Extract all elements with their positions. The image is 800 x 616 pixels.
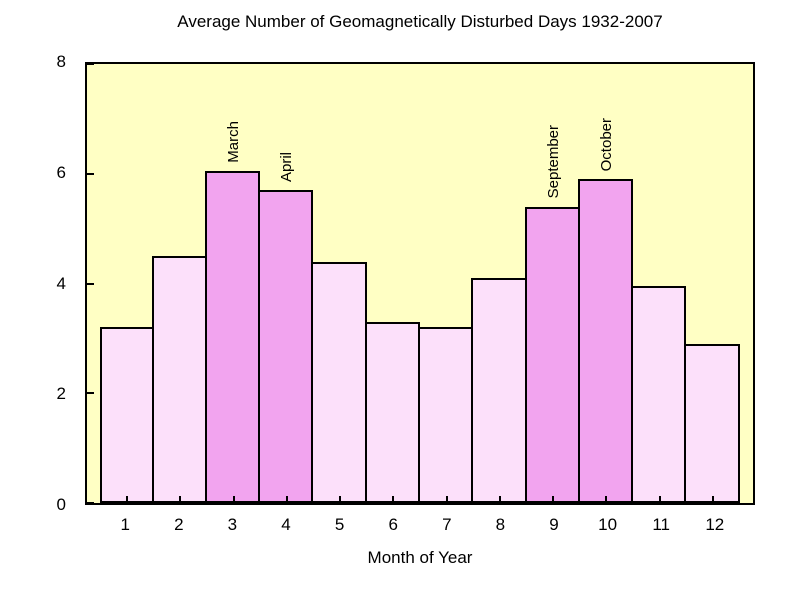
x-axis-title: Month of Year (367, 548, 473, 567)
bar-month-11 (631, 286, 687, 503)
bar-month-2 (151, 256, 207, 503)
y-tick-mark (87, 172, 94, 175)
y-tick-label-0: 0 (56, 495, 66, 514)
x-tick-label-9: 9 (549, 515, 559, 534)
x-tick-label-6: 6 (388, 515, 398, 534)
bar-annotation-text: March (225, 121, 243, 164)
x-tick-label-10: 10 (598, 515, 618, 534)
x-tick-mark (339, 496, 342, 503)
x-tick-label-5: 5 (334, 515, 345, 534)
y-tick-label-6: 6 (56, 162, 66, 182)
bar-month-3 (204, 171, 261, 503)
x-tick-label-8: 8 (495, 515, 506, 534)
bar-annotation-text: September (544, 125, 562, 199)
x-tick-mark (285, 496, 288, 503)
x-tick-mark (712, 496, 715, 503)
bar-month-9 (524, 206, 580, 503)
bar-month-6 (364, 321, 420, 503)
x-tick-label-4: 4 (281, 515, 291, 534)
x-tick-mark (605, 496, 608, 503)
bar-month-5 (311, 261, 367, 503)
bar-annotation-text: October (597, 117, 615, 172)
x-tick-mark (658, 496, 661, 503)
bar-month-8 (471, 278, 527, 503)
y-tick-mark (87, 502, 94, 504)
bar-month-10 (577, 179, 634, 503)
y-tick-mark (87, 63, 94, 65)
x-axis-labels: 1 2 3 4 5 6 7 8 9 10 11 12 (85, 507, 755, 537)
y-tick-label-2: 2 (56, 384, 66, 404)
x-tick-label-12: 12 (705, 515, 725, 534)
chart-title: Average Number of Geomagnetically Distur… (177, 12, 663, 31)
x-tick-label-11: 11 (652, 515, 671, 534)
x-tick-mark (498, 496, 501, 503)
y-axis-labels: 0 2 4 6 8 (0, 52, 76, 514)
x-tick-mark (125, 496, 128, 503)
x-tick-mark (179, 496, 182, 503)
x-tick-label-3: 3 (227, 515, 238, 534)
x-tick-label-7: 7 (442, 515, 452, 534)
bar-month-7 (418, 327, 474, 503)
y-tick-label-4: 4 (56, 273, 66, 293)
x-tick-mark (552, 496, 555, 503)
bar-month-4 (258, 190, 314, 503)
plot-area: March April September October (85, 62, 755, 505)
y-tick-mark (87, 392, 94, 395)
bar-month-1 (100, 327, 154, 503)
bar-month-12 (684, 343, 740, 503)
x-tick-mark (392, 496, 395, 503)
bar-annotation-text: April (278, 152, 296, 183)
x-tick-mark (445, 496, 448, 503)
x-tick-label-1: 1 (120, 515, 130, 534)
y-tick-label-8: 8 (56, 52, 66, 71)
y-tick-mark (87, 282, 94, 285)
x-tick-mark (232, 496, 235, 503)
x-tick-label-2: 2 (174, 515, 184, 534)
